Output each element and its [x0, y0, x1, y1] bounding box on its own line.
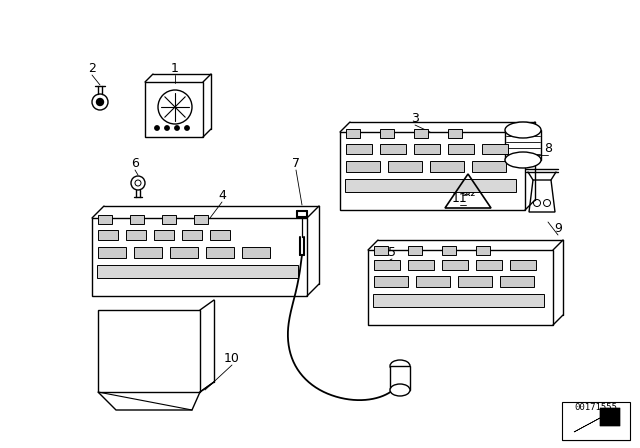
Bar — [505, 130, 541, 160]
Bar — [482, 144, 508, 154]
Circle shape — [97, 99, 104, 105]
Bar — [162, 215, 176, 224]
Bar — [374, 246, 388, 255]
Text: 4: 4 — [218, 189, 226, 202]
Bar — [408, 260, 434, 270]
Bar — [130, 215, 144, 224]
Bar — [448, 144, 474, 154]
Text: 3: 3 — [411, 112, 419, 125]
Bar — [170, 247, 198, 258]
Bar — [374, 276, 408, 287]
Polygon shape — [574, 408, 620, 432]
Circle shape — [185, 126, 189, 130]
Bar — [242, 247, 270, 258]
Bar — [134, 247, 162, 258]
Ellipse shape — [505, 122, 541, 138]
Text: 11: 11 — [452, 191, 468, 204]
Bar — [345, 179, 516, 192]
Text: 10: 10 — [224, 352, 240, 365]
Text: 2: 2 — [88, 61, 96, 74]
Text: 00171555: 00171555 — [575, 404, 618, 413]
Bar — [368, 250, 553, 325]
Bar — [373, 294, 544, 307]
Bar — [510, 260, 536, 270]
Ellipse shape — [390, 360, 410, 372]
Bar — [126, 230, 146, 240]
Bar — [206, 247, 234, 258]
Circle shape — [165, 126, 169, 130]
Text: 7: 7 — [292, 156, 300, 169]
Bar — [210, 230, 230, 240]
Bar — [472, 161, 506, 172]
Bar — [442, 246, 456, 255]
Text: 6: 6 — [131, 156, 139, 169]
Bar — [182, 230, 202, 240]
Bar — [98, 230, 118, 240]
Bar — [346, 129, 360, 138]
Bar — [98, 247, 126, 258]
Bar — [388, 161, 422, 172]
Bar — [414, 129, 428, 138]
Bar — [500, 276, 534, 287]
Bar — [416, 276, 450, 287]
Bar — [374, 260, 400, 270]
Bar — [346, 144, 372, 154]
Bar — [97, 265, 298, 278]
Bar — [448, 129, 462, 138]
Bar — [194, 215, 208, 224]
Bar — [380, 144, 406, 154]
Bar — [476, 246, 490, 255]
Bar — [408, 246, 422, 255]
Ellipse shape — [390, 384, 410, 396]
Bar — [430, 161, 464, 172]
Bar — [442, 260, 468, 270]
Bar — [145, 82, 203, 137]
Text: SRZ: SRZ — [461, 191, 475, 197]
Bar — [98, 215, 112, 224]
Bar — [92, 218, 307, 296]
Text: 1: 1 — [171, 61, 179, 74]
Bar — [414, 144, 440, 154]
Ellipse shape — [505, 152, 541, 168]
Bar — [380, 129, 394, 138]
Bar — [98, 310, 200, 392]
Bar — [340, 132, 525, 210]
Bar — [346, 161, 380, 172]
Text: 8: 8 — [544, 142, 552, 155]
Bar — [562, 402, 630, 440]
Bar — [458, 276, 492, 287]
Text: 9: 9 — [554, 221, 562, 234]
Bar — [476, 260, 502, 270]
Bar — [154, 230, 174, 240]
Circle shape — [175, 126, 179, 130]
Circle shape — [155, 126, 159, 130]
Bar — [390, 366, 410, 390]
Text: 5: 5 — [388, 246, 396, 258]
